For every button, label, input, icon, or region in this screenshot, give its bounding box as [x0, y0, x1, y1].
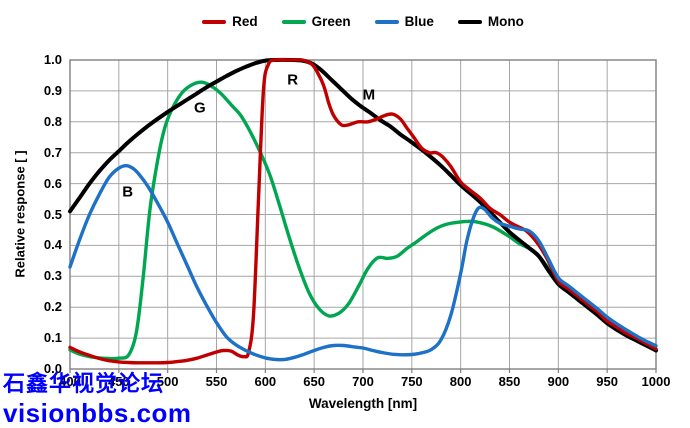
y-tick-label: 0.6: [43, 175, 62, 191]
y-tick-label: 0.3: [43, 268, 62, 284]
x-tick-label: 600: [254, 374, 277, 389]
x-axis-title: Wavelength [nm]: [308, 396, 418, 411]
legend-swatch-blue: [374, 20, 399, 24]
y-tick-label: 0.0: [43, 361, 62, 376]
y-tick-label: 1.0: [43, 52, 62, 67]
legend-swatch-mono: [457, 20, 482, 24]
x-tick-label: 800: [449, 374, 472, 389]
curve-label-r: R: [287, 71, 299, 89]
legend-label-green: Green: [311, 14, 351, 30]
curve-label-b: B: [122, 183, 134, 201]
legend-label-red: Red: [232, 14, 258, 30]
x-tick-label: 1000: [641, 374, 671, 389]
x-tick-label: 700: [352, 374, 374, 389]
curve-label-g: G: [194, 99, 206, 117]
x-tick-label: 550: [205, 374, 228, 389]
legend-item-green: Green: [281, 14, 351, 30]
plot-frame: [69, 59, 657, 370]
legend-label-mono: Mono: [487, 14, 524, 30]
y-tick-label: 0.1: [43, 330, 62, 346]
y-tick-label: 0.7: [43, 144, 62, 160]
x-tick-label: 900: [547, 374, 570, 389]
x-tick-label: 500: [156, 374, 179, 389]
y-tick-label: 0.2: [43, 299, 62, 315]
x-tick-label: 650: [303, 374, 325, 389]
watermark-line2: visionbbs.com: [3, 397, 192, 428]
x-tick-label: 850: [498, 374, 521, 389]
curve-label-m: M: [362, 86, 376, 104]
y-tick-label: 0.9: [43, 82, 62, 98]
legend-label-blue: Blue: [404, 14, 434, 30]
legend: Red Green Blue Mono: [70, 13, 656, 31]
x-tick-label: 950: [596, 374, 618, 389]
legend-swatch-green: [281, 20, 306, 24]
curve-mono: [68, 57, 658, 353]
y-tick-label: 0.5: [43, 206, 62, 222]
curve-blue: [68, 163, 658, 362]
legend-swatch-red: [202, 20, 227, 24]
x-tick-label: 750: [400, 374, 423, 389]
watermark-line1: 石鑫华视觉论坛: [3, 371, 165, 396]
legend-item-red: Red: [202, 15, 258, 29]
x-tick-label: 450: [107, 374, 130, 389]
y-tick-label: 0.4: [43, 237, 62, 253]
legend-item-blue: Blue: [374, 14, 434, 30]
y-tick-label: 0.8: [43, 113, 62, 129]
x-tick-label: 400: [59, 374, 81, 389]
legend-item-mono: Mono: [457, 14, 524, 30]
watermark: 石鑫华视觉论坛 visionbbs.com: [3, 369, 192, 427]
